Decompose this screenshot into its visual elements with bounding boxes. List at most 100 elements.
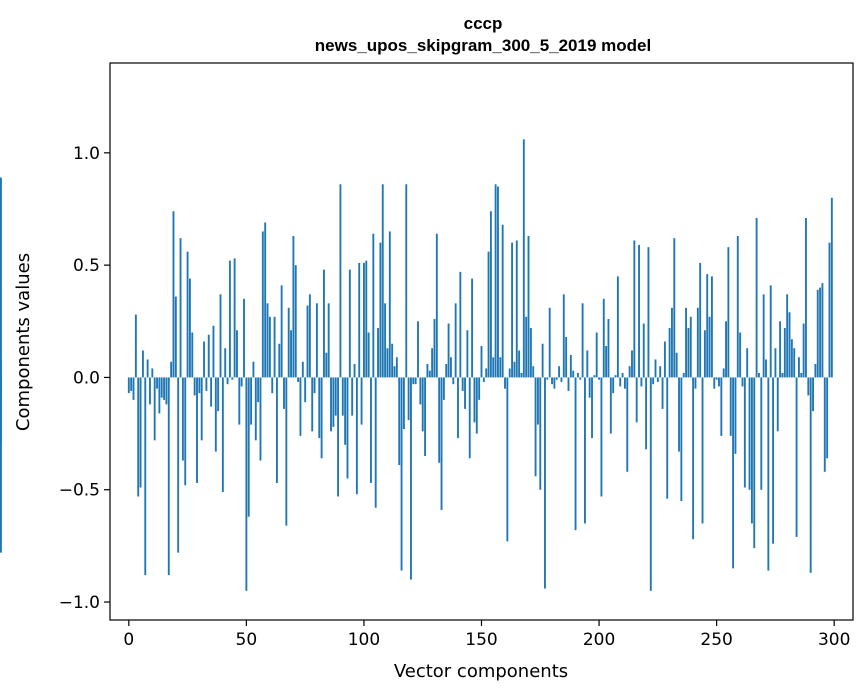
bar <box>708 316 711 378</box>
bar <box>805 217 807 378</box>
bar <box>541 343 544 378</box>
x-tick-label: 200 <box>583 630 615 650</box>
bar <box>388 231 391 378</box>
bar <box>224 348 227 378</box>
bar <box>485 368 488 378</box>
bar <box>765 359 767 378</box>
bar <box>769 285 772 378</box>
bar <box>497 186 499 378</box>
bar <box>245 377 248 591</box>
bar <box>647 247 650 378</box>
bar <box>231 377 234 380</box>
bar <box>489 211 492 378</box>
bar <box>767 377 770 571</box>
bar <box>459 271 462 378</box>
bar <box>181 377 184 461</box>
bar <box>438 377 441 463</box>
bar <box>132 377 135 400</box>
bar <box>750 377 753 524</box>
bar <box>729 377 732 436</box>
bar <box>727 247 730 378</box>
bar <box>508 368 511 378</box>
bar <box>816 289 819 378</box>
bar <box>499 357 502 378</box>
bar <box>332 377 335 427</box>
bar <box>130 377 133 391</box>
bar <box>762 294 765 378</box>
x-axis-label: Vector components <box>394 661 568 682</box>
bar <box>504 377 506 389</box>
bar <box>553 377 556 389</box>
bar <box>278 343 281 378</box>
bar <box>346 377 349 479</box>
bar <box>755 217 758 378</box>
bar <box>685 307 687 378</box>
bar <box>544 377 546 589</box>
bar <box>311 377 314 432</box>
bar <box>569 354 572 378</box>
bar <box>268 316 271 378</box>
bar <box>631 350 633 378</box>
bar <box>327 303 330 378</box>
bar <box>0 359 2 378</box>
bar <box>395 357 398 378</box>
bar <box>518 350 521 378</box>
bar <box>576 372 579 378</box>
bar <box>790 339 793 378</box>
bar <box>334 377 337 416</box>
bar <box>254 377 257 441</box>
bar <box>149 377 151 405</box>
bar <box>626 377 629 472</box>
bar <box>191 332 194 378</box>
bar <box>699 262 702 378</box>
bar <box>452 377 455 385</box>
bar <box>722 368 725 378</box>
bar <box>233 258 236 378</box>
bar <box>445 363 448 378</box>
bar <box>330 377 332 432</box>
bar <box>635 377 638 423</box>
x-tick-label: 50 <box>236 630 258 650</box>
bar <box>341 377 344 416</box>
bar <box>433 319 436 378</box>
bar <box>725 321 727 378</box>
bar <box>134 314 137 378</box>
bar <box>595 332 598 378</box>
bar <box>177 377 180 553</box>
bar <box>682 372 685 378</box>
bar <box>633 240 636 378</box>
bar <box>212 325 215 378</box>
bar <box>179 238 182 378</box>
bar <box>551 377 553 385</box>
x-tick-label: 100 <box>348 630 380 650</box>
bar <box>402 377 405 430</box>
bar <box>0 377 2 553</box>
bar <box>555 377 558 380</box>
bar <box>520 372 523 378</box>
bar <box>400 377 403 571</box>
bar <box>560 377 563 382</box>
bar <box>285 377 288 526</box>
x-tick-label: 0 <box>123 630 134 650</box>
bar <box>355 377 358 495</box>
bar <box>158 377 161 414</box>
bar <box>607 319 610 378</box>
bar <box>205 377 208 391</box>
bar <box>219 294 222 378</box>
bar <box>471 278 474 378</box>
bar <box>522 139 525 378</box>
bar <box>184 377 187 486</box>
bar <box>414 377 417 385</box>
bar <box>678 377 680 452</box>
bar <box>772 377 774 544</box>
bar <box>290 330 292 378</box>
bar <box>261 231 264 378</box>
bar <box>593 375 596 378</box>
bar <box>365 260 368 378</box>
chart-title: cccp <box>464 14 503 33</box>
bar <box>482 377 485 382</box>
bar <box>447 323 450 378</box>
bar <box>546 377 549 380</box>
bar <box>809 377 812 573</box>
